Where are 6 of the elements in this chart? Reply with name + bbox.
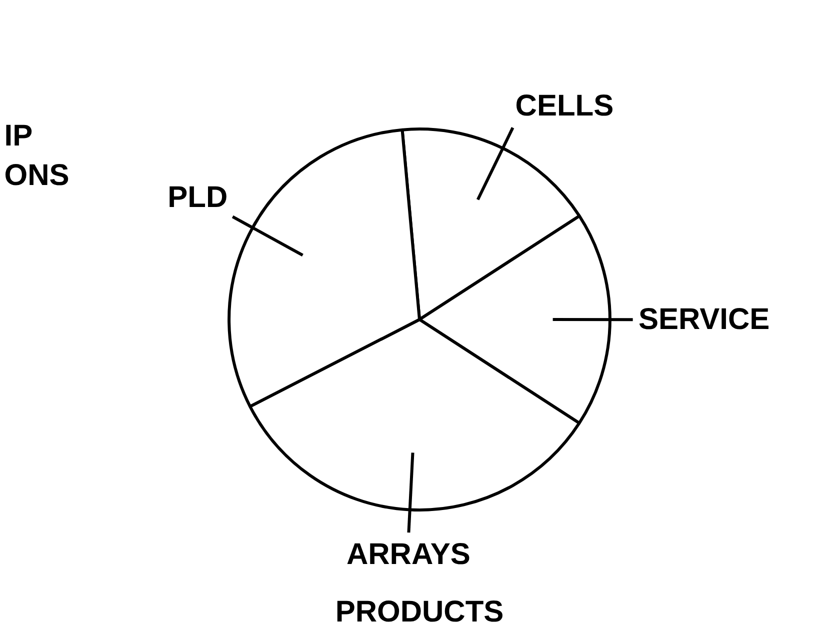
slice-label: CELLS — [515, 90, 614, 123]
slice-label: PLD — [168, 180, 228, 214]
slice-label: SERVICE — [638, 303, 770, 336]
slice-label: ARRAYS — [346, 538, 470, 572]
text: PRODUCTS — [335, 596, 504, 629]
text: IP ONS — [4, 120, 70, 192]
